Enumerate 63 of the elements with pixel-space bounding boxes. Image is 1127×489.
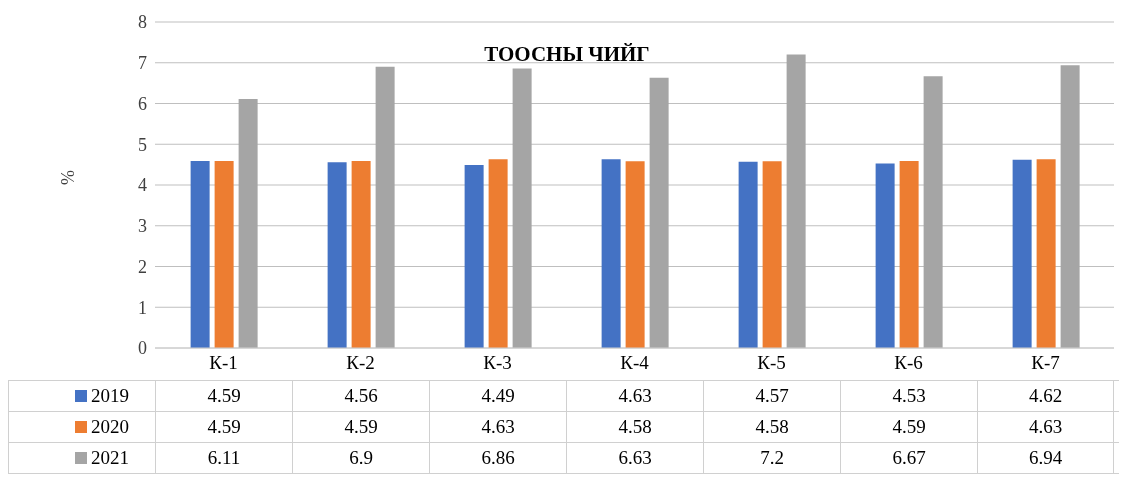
x-tick-label: К-3 xyxy=(483,352,512,374)
y-axis-title: % xyxy=(58,170,79,185)
data-label: 6.63 xyxy=(566,443,703,473)
y-tick-label: 5 xyxy=(138,134,147,155)
data-label: 4.49 xyxy=(429,381,566,411)
data-label: 4.59 xyxy=(840,412,977,442)
bar xyxy=(762,161,782,348)
y-tick-label: 2 xyxy=(138,256,147,277)
y-tick-label: 3 xyxy=(138,216,147,237)
data-label: 4.58 xyxy=(566,412,703,442)
y-tick-label: 1 xyxy=(138,297,147,318)
bar xyxy=(351,160,371,348)
x-tick-label: К-2 xyxy=(346,352,375,374)
data-label: 4.63 xyxy=(977,412,1114,442)
data-label: 4.57 xyxy=(703,381,840,411)
bar xyxy=(327,162,347,348)
bar xyxy=(875,163,895,348)
data-label: 6.11 xyxy=(155,443,292,473)
bar xyxy=(1060,65,1080,348)
bar xyxy=(488,159,508,348)
data-label: 4.63 xyxy=(429,412,566,442)
data-label: 4.56 xyxy=(292,381,429,411)
x-tick-label: К-5 xyxy=(757,352,786,374)
bar xyxy=(899,160,919,348)
data-label: 4.59 xyxy=(292,412,429,442)
bar xyxy=(238,99,258,348)
x-tick-label: К-1 xyxy=(209,352,238,374)
bar xyxy=(923,76,943,348)
bar xyxy=(738,161,758,348)
x-tick-label: К-6 xyxy=(894,352,923,374)
bar xyxy=(625,161,645,348)
y-tick-label: 4 xyxy=(138,175,147,196)
y-tick-label: 0 xyxy=(138,338,147,359)
legend-label: 2019 xyxy=(91,384,129,408)
data-label: 4.62 xyxy=(977,381,1114,411)
bar xyxy=(649,77,669,348)
y-tick-label: 7 xyxy=(138,53,147,74)
bar xyxy=(190,160,210,348)
bar xyxy=(1012,159,1032,348)
data-label: 6.9 xyxy=(292,443,429,473)
bar xyxy=(512,68,532,348)
y-tick-label: 8 xyxy=(138,12,147,33)
data-label: 6.67 xyxy=(840,443,977,473)
bar xyxy=(1036,159,1056,348)
bar xyxy=(375,66,395,348)
data-label: 6.86 xyxy=(429,443,566,473)
data-label: 6.94 xyxy=(977,443,1114,473)
legend-label: 2020 xyxy=(91,415,129,439)
bar xyxy=(464,165,484,348)
data-label: 7.2 xyxy=(703,443,840,473)
data-label: 4.63 xyxy=(566,381,703,411)
text: ТООСНЫ ЧИЙГ xyxy=(483,42,651,67)
data-label: 4.59 xyxy=(155,412,292,442)
data-label: 4.59 xyxy=(155,381,292,411)
data-label: 4.58 xyxy=(703,412,840,442)
bar xyxy=(601,159,621,348)
bar xyxy=(786,54,806,348)
bar xyxy=(214,160,234,348)
data-label: 4.53 xyxy=(840,381,977,411)
x-tick-label: К-7 xyxy=(1031,352,1060,374)
x-tick-label: К-4 xyxy=(620,352,650,374)
legend-label: 2021 xyxy=(91,446,129,470)
y-tick-label: 6 xyxy=(138,93,147,114)
